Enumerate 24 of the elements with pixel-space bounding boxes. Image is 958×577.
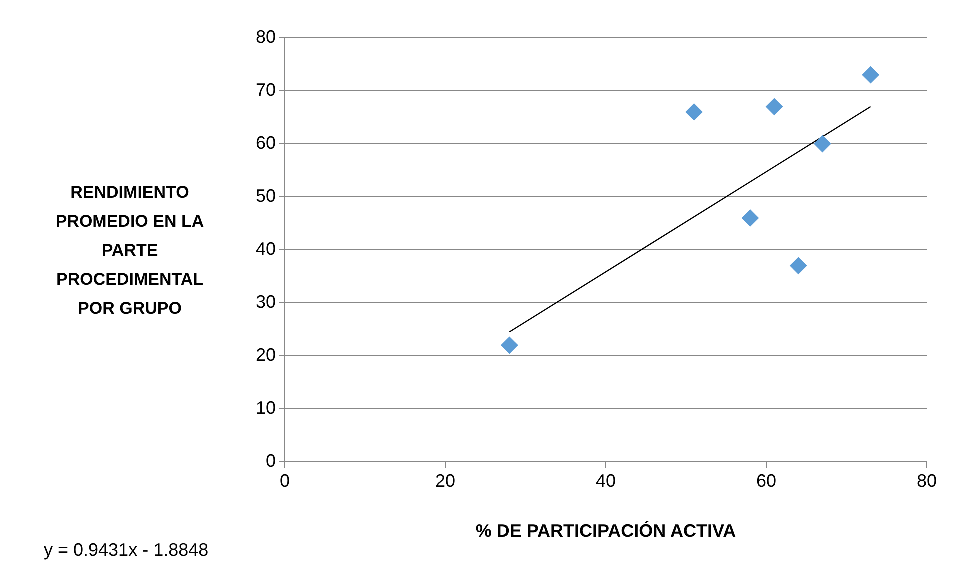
x-tick-label: 20 (435, 470, 456, 491)
y-tick-label: 60 (256, 132, 276, 153)
x-tick-label: 40 (596, 470, 616, 491)
x-tick-label: 0 (280, 470, 290, 491)
y-tick-label: 10 (256, 398, 276, 418)
y-tick-label: 20 (256, 344, 276, 365)
y-tick-label: 80 (256, 26, 276, 47)
y-tick-label: 40 (256, 238, 276, 259)
point (862, 66, 880, 84)
y-tick-label: 50 (256, 186, 276, 206)
y-axis-title: RENDIMIENTO PROMEDIO EN LA PARTE PROCEDIMENTAL POR GRUPO (54, 182, 206, 320)
y-tick-label: 70 (256, 80, 276, 100)
point (766, 98, 784, 116)
y-tick-label: 0 (266, 450, 276, 471)
x-axis-title: % DE PARTICIPACIÓN ACTIVA (476, 521, 736, 542)
point (790, 257, 808, 274)
point (501, 336, 518, 354)
text: y = 0.9431x - 1.8848 (44, 540, 209, 561)
point (814, 136, 832, 152)
y-tick-label: 30 (256, 292, 276, 312)
point (742, 210, 759, 227)
point (686, 104, 703, 121)
x-tick-label: 80 (916, 470, 938, 491)
x-tick-label: 60 (756, 470, 777, 491)
